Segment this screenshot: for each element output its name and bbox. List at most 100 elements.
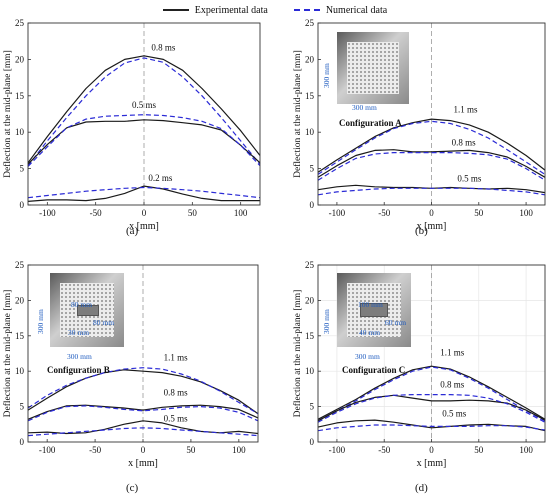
- y-tick-label: 5: [20, 164, 25, 174]
- y-tick-label: 0: [310, 437, 315, 447]
- series-line-numerical-02: [27, 186, 261, 199]
- series-line-experimental-02: [27, 185, 260, 202]
- series-time-annotation: 0.2 ms: [148, 173, 173, 183]
- x-tick-label: 50: [188, 208, 198, 218]
- dim-window-height-c: 40 mm: [359, 328, 381, 337]
- y-tick-label: 15: [305, 91, 315, 101]
- x-tick-label: 0: [429, 208, 434, 218]
- x-tick-label: 100: [519, 208, 533, 218]
- panel-label-c: (c): [126, 482, 139, 494]
- config-label-a: Configuration A: [339, 118, 402, 128]
- y-tick-label: 25: [305, 260, 315, 270]
- series-line-numerical-08: [27, 405, 259, 422]
- legend-item-experimental: Experimental data: [162, 4, 268, 16]
- series-line-numerical-05: [27, 427, 259, 437]
- dim-window-width-b: 80 mm: [71, 300, 93, 309]
- panel-label-d: (d): [415, 482, 428, 494]
- y-tick-label: 10: [15, 127, 25, 137]
- x-tick-label: -50: [90, 208, 102, 218]
- series-time-annotation: 0.5 ms: [164, 413, 189, 423]
- plate-mesh: [60, 283, 114, 337]
- y-tick-label: 10: [305, 366, 315, 376]
- panel-label-b: (b): [415, 225, 428, 237]
- series-line-numerical-11: [27, 367, 259, 415]
- series-line-numerical-05: [317, 424, 546, 432]
- y-axis-label: Deflection at the mid-plane [mm]: [292, 290, 303, 418]
- series-line-experimental-11: [27, 369, 259, 415]
- x-tick-label: -100: [329, 208, 346, 218]
- legend-item-numerical: Numerical data: [293, 4, 388, 16]
- series-line-experimental-08: [317, 149, 546, 178]
- series-line-experimental-08: [317, 394, 546, 422]
- x-tick-label: 100: [234, 208, 248, 218]
- dim-window-height-b: 30 mm: [68, 328, 90, 337]
- series-line-numerical-08: [317, 152, 546, 181]
- series-time-annotation: 1.1 ms: [164, 353, 189, 363]
- y-axis-label: Deflection at the mid-plane [mm]: [2, 290, 13, 418]
- series-line-experimental-08: [27, 55, 261, 164]
- plate-image-config-b: [50, 273, 124, 347]
- y-tick-label: 15: [15, 331, 25, 341]
- series-time-annotation: 1.1 ms: [440, 348, 465, 358]
- series-line-experimental-05: [27, 119, 261, 165]
- x-tick-label: -100: [39, 208, 56, 218]
- y-tick-label: 10: [305, 127, 315, 137]
- dim-window-side-b: 80 mm: [93, 318, 115, 327]
- x-tick-label: 100: [232, 445, 246, 455]
- y-tick-label: 5: [20, 402, 25, 412]
- x-tick-label: -100: [329, 445, 346, 455]
- y-tick-label: 15: [15, 91, 25, 101]
- dim-window-side-c: 60 mm: [385, 318, 407, 327]
- plate-mesh: [347, 283, 401, 337]
- y-tick-label: 25: [15, 18, 25, 28]
- series-time-annotation: 0.8 ms: [452, 137, 477, 147]
- y-tick-label: 25: [15, 260, 25, 270]
- chart-a: -100 -50 0 50 100 0 5 10 15 20 25 x [mm] Deflection …: [2, 18, 261, 232]
- dim-window-width-c: 100 mm: [358, 300, 383, 309]
- chart-c: -100 -50 0 50 100 0 5 10 15 20 25 x [mm] Deflection …: [2, 260, 259, 469]
- dim-vertical-a: 300 mm: [322, 63, 331, 88]
- x-axis-label: x [mm]: [417, 221, 447, 232]
- x-tick-label: -50: [378, 445, 390, 455]
- y-tick-label: 20: [15, 54, 25, 64]
- series-line-experimental-11: [317, 118, 546, 173]
- series-line-experimental-11: [317, 365, 546, 420]
- x-tick-label: 0: [141, 445, 146, 455]
- plate-image-config-c: [337, 273, 411, 347]
- chart-b: -100 -50 0 50 100 0 5 10 15 20 25 x [mm] Deflection …: [292, 18, 546, 232]
- y-tick-label: 5: [310, 402, 315, 412]
- series-line-numerical-08: [317, 394, 546, 423]
- x-tick-label: 0: [429, 445, 434, 455]
- x-axis-label: x [mm]: [417, 458, 447, 469]
- dim-horizontal-a: 300 mm: [352, 103, 377, 112]
- series-time-annotation: 0.8 ms: [164, 387, 189, 397]
- x-axis-label: x [mm]: [129, 221, 159, 232]
- series-time-annotation: 1.1 ms: [454, 105, 479, 115]
- dim-horizontal-c: 300 mm: [355, 352, 380, 361]
- series-line-experimental-08: [27, 404, 259, 420]
- series-time-annotation: 0.8 ms: [151, 43, 176, 53]
- legend-swatch-solid: [162, 9, 189, 11]
- x-tick-label: -100: [39, 445, 56, 455]
- config-label-b: Configuration B: [47, 365, 110, 375]
- x-tick-label: 0: [142, 208, 147, 218]
- series-line-numerical-05: [317, 187, 546, 196]
- panel-label-a: (a): [126, 225, 139, 237]
- series-line-numerical-11: [317, 366, 546, 422]
- y-axis-label: Deflection at the mid-plane [mm]: [2, 50, 13, 178]
- dim-vertical-b: 300 mm: [36, 309, 45, 334]
- legend-label-experimental: Experimental data: [194, 4, 268, 16]
- y-tick-label: 5: [310, 164, 315, 174]
- y-tick-label: 20: [305, 295, 315, 305]
- dim-vertical-c: 300 mm: [322, 309, 331, 334]
- x-tick-label: 50: [474, 445, 484, 455]
- x-tick-label: 100: [519, 445, 533, 455]
- series-line-experimental-05: [317, 419, 546, 432]
- plate-window-b: [77, 305, 99, 316]
- series-time-annotation: 0.5 ms: [442, 409, 467, 419]
- legend-label-numerical: Numerical data: [325, 4, 388, 16]
- y-tick-label: 20: [305, 54, 315, 64]
- series-time-annotation: 0.5 ms: [132, 100, 157, 110]
- series-time-annotation: 0.5 ms: [457, 174, 482, 184]
- series-time-annotation: 0.8 ms: [440, 379, 465, 389]
